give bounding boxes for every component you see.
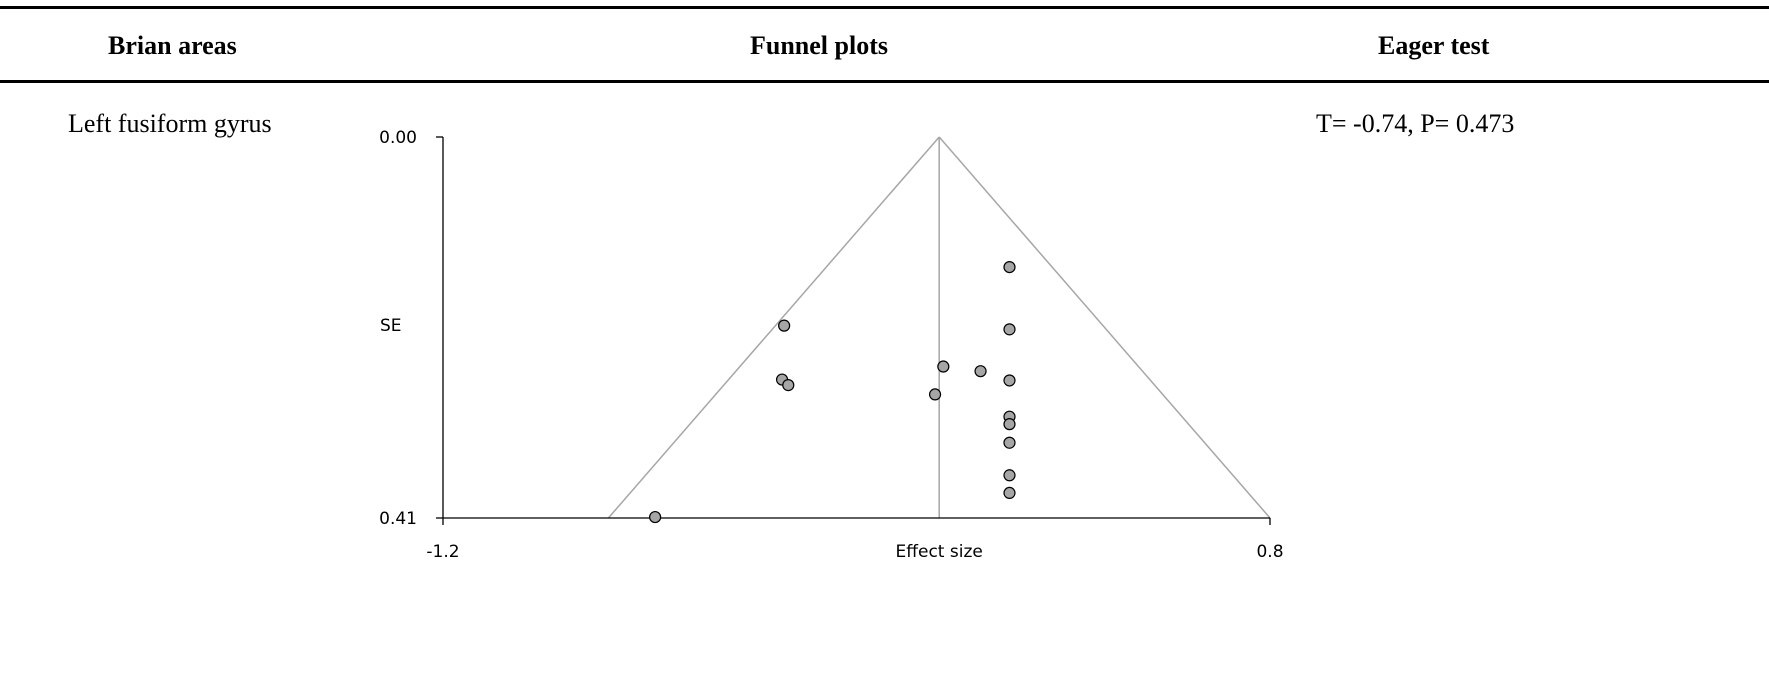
x-axis-label: Effect size: [896, 542, 983, 562]
y-axis-label: SE: [380, 316, 402, 336]
data-points: [649, 260, 1016, 524]
table-header-rule: [0, 80, 1769, 83]
y-tick-label-1: 0.41: [379, 509, 417, 529]
region-label: Left fusiform gyrus: [68, 109, 272, 138]
x-tick-label-1: 0.8: [1256, 542, 1283, 562]
axes: [436, 136, 1271, 525]
data-point-7: [782, 379, 795, 392]
data-point-10: [1003, 418, 1016, 431]
table-top-rule: [0, 6, 1769, 9]
data-point-0: [1003, 260, 1016, 274]
data-point-2: [1003, 323, 1016, 336]
funnel-right-line: [938, 136, 1271, 519]
data-point-3: [937, 360, 950, 373]
data-point-12: [1003, 469, 1016, 482]
funnel-lines: [607, 136, 1271, 519]
x-tick-label-0: -1.2: [426, 542, 459, 562]
data-point-14: [649, 510, 662, 524]
data-point-11: [1003, 436, 1016, 449]
header-funnel-plots: Funnel plots: [750, 31, 888, 60]
funnel-left-line: [607, 136, 940, 519]
eager-test-result: T= -0.74, P= 0.473: [1316, 109, 1515, 138]
data-point-4: [974, 365, 987, 378]
data-point-6: [1003, 374, 1016, 387]
data-point-13: [1003, 486, 1016, 500]
header-eager-test: Eager test: [1378, 31, 1490, 60]
data-point-1: [778, 319, 791, 332]
y-tick-label-0: 0.00: [379, 128, 417, 148]
header-brain-areas: Brian areas: [108, 31, 237, 60]
data-point-8: [928, 388, 942, 401]
